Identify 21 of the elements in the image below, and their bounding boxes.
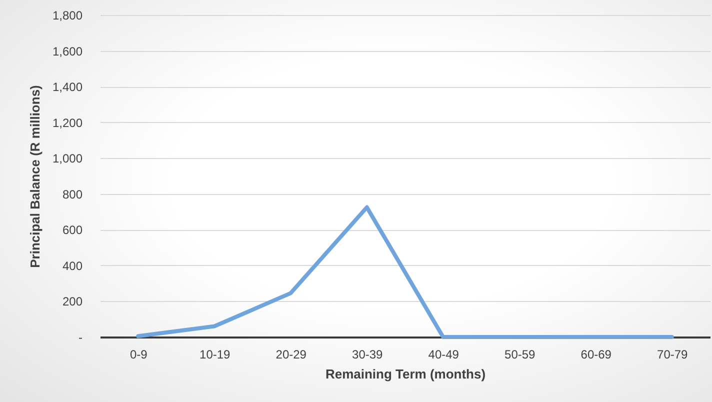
x-tick-label: 20-29 (276, 348, 307, 362)
x-tick-label: 10-19 (200, 348, 231, 362)
x-tick-label: 0-9 (130, 348, 148, 362)
y-tick-label: 1,800 (52, 8, 83, 22)
y-tick-label: - (78, 330, 82, 344)
y-tick-label: 1,400 (52, 80, 83, 94)
y-tick-label: 1,000 (52, 152, 83, 166)
x-tick-label: 30-39 (352, 348, 384, 362)
line-series (136, 205, 674, 339)
y-tick-label: 600 (62, 223, 83, 238)
y-tick-label: 1,600 (52, 44, 83, 58)
y-tick-label: 800 (62, 187, 83, 202)
x-axis-title: Remaining Term (months) (325, 366, 486, 382)
y-tick-label: 1,200 (52, 116, 83, 130)
y-tick-label: 200 (62, 294, 83, 309)
x-tick-label: 50-59 (504, 348, 536, 362)
x-tick-label: 40-49 (428, 348, 460, 362)
x-tick-label: 60-69 (580, 348, 612, 362)
y-axis-title: Principal Balance (R millions) (27, 85, 42, 268)
y-tick-label: 400 (62, 258, 83, 273)
x-tick-label: 70-79 (657, 348, 688, 362)
